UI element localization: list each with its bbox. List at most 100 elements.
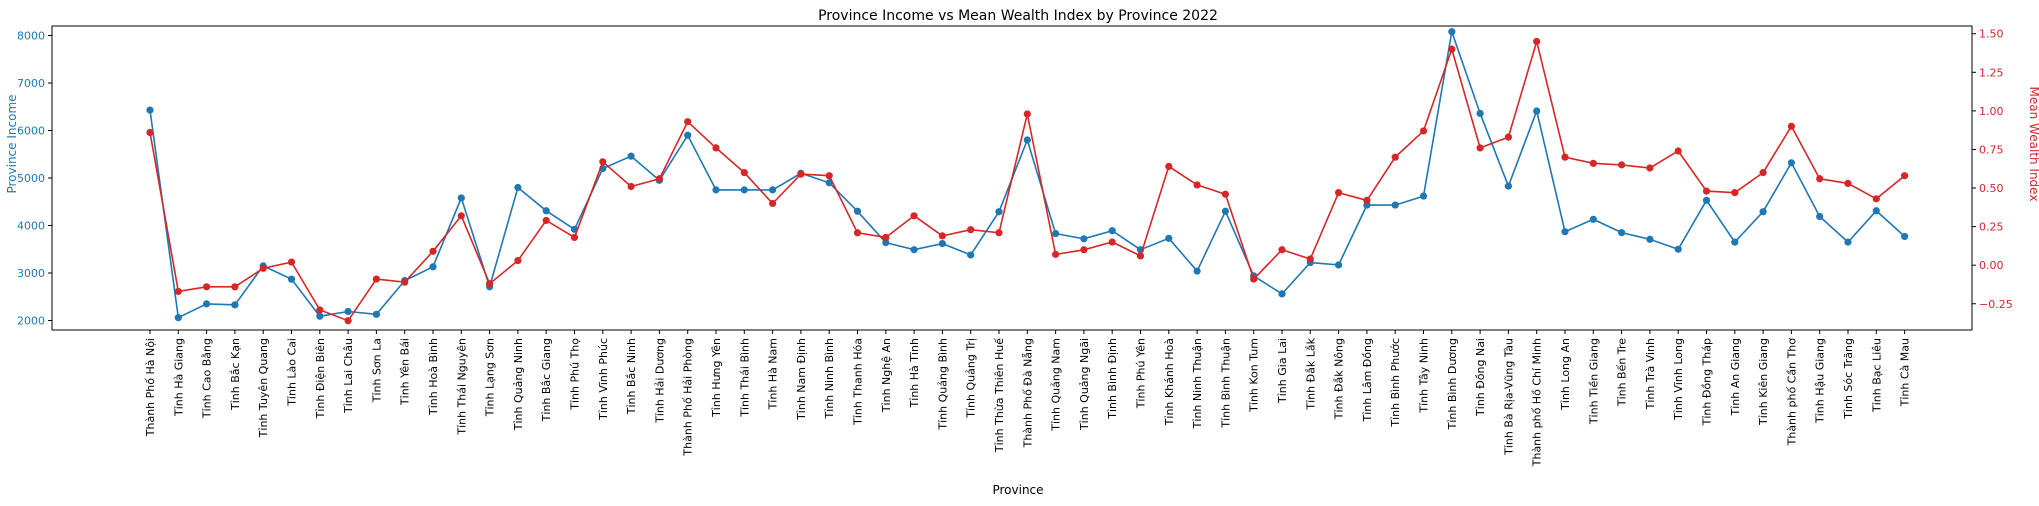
x-tick-label: Tỉnh Khánh Hoà <box>1163 338 1176 426</box>
x-tick-label: Tỉnh Hải Dương <box>653 338 666 424</box>
x-tick-label: Tỉnh Lào Cai <box>286 338 299 407</box>
province-income-point <box>1674 245 1682 253</box>
x-tick-label: Tỉnh Bình Phước <box>1389 338 1402 428</box>
province-income-point <box>1533 107 1541 115</box>
x-tick-label: Tỉnh Hoà Bình <box>427 338 440 416</box>
x-tick-label: Tỉnh Long An <box>1559 338 1572 411</box>
x-tick-label: Tỉnh Hà Nam <box>767 338 780 410</box>
mean-wealth-index-point <box>486 280 494 288</box>
x-tick-label: Tỉnh Bình Thuận <box>1219 338 1232 429</box>
province-income-point <box>1108 227 1116 235</box>
mean-wealth-index-point <box>1702 187 1711 195</box>
province-income-point <box>1476 109 1484 117</box>
province-income-point <box>684 131 692 139</box>
province-income-point <box>1448 28 1456 36</box>
chart-title: Province Income vs Mean Wealth Index by … <box>818 8 1218 24</box>
province-income-point <box>1561 228 1569 236</box>
province-income-point <box>1080 235 1088 243</box>
mean-wealth-index-point <box>401 278 409 286</box>
mean-wealth-index-point <box>1221 190 1229 198</box>
x-tick-label: Tỉnh Đồng Nai <box>1474 338 1487 417</box>
province-income-point <box>740 186 748 194</box>
province-income-point <box>1052 229 1060 238</box>
mean-wealth-index-point <box>1504 133 1512 141</box>
province-income-point <box>514 183 522 192</box>
province-income-point <box>910 246 918 254</box>
x-tick-label: Tỉnh Gia Lai <box>1276 338 1289 404</box>
province-income-point <box>1787 159 1795 167</box>
y-tick-label-right: 0.50 <box>1979 182 2004 195</box>
x-tick-label: Tỉnh Vĩnh Long <box>1672 338 1685 421</box>
axes: 2000 3000 4000 5000 6000 7000 8000 −0.25 0.00 0.2… <box>17 25 2013 467</box>
x-tick-label: Tỉnh Hà Giang <box>172 338 185 417</box>
province-income-point <box>1702 196 1711 204</box>
x-tick-label: Tỉnh Vĩnh Phúc <box>597 338 610 421</box>
y-tick-label-right: 0.75 <box>1979 143 2004 156</box>
x-tick-label: Tỉnh Quảng Ninh <box>512 338 525 431</box>
x-tick-label: Tỉnh Nam Định <box>795 338 808 421</box>
mean-wealth-index-point <box>1759 168 1767 177</box>
province-income-point <box>429 263 437 271</box>
x-tick-label: Tỉnh Lai Châu <box>342 338 355 414</box>
province-income-point <box>146 106 154 114</box>
y-tick-label-right: 1.00 <box>1979 105 2004 118</box>
x-tick-label: Tỉnh Đồng Tháp <box>1701 338 1714 426</box>
x-tick-label: Tỉnh Kon Tum <box>1248 338 1261 413</box>
province-income-point <box>995 208 1003 216</box>
x-tick-label: Tỉnh Sóc Trăng <box>1842 338 1855 420</box>
x-tick-label: Tỉnh Bắc Ninh <box>625 338 638 415</box>
mean-wealth-index-point <box>344 317 352 325</box>
x-tick-label: Tỉnh Bắc Giang <box>540 338 553 422</box>
mean-wealth-index-point <box>203 283 211 291</box>
x-tick-label: Tỉnh Lạng Sơn <box>484 338 497 417</box>
province-income-point <box>853 207 862 215</box>
x-tick-label: Thành Phố Hải Phòng <box>682 338 695 457</box>
x-tick-label: Tỉnh Tuyên Quang <box>257 338 270 438</box>
mean-wealth-index-point <box>372 275 380 283</box>
mean-wealth-index-point <box>1872 195 1880 203</box>
x-tick-label: Tỉnh Điện Biên <box>314 338 327 419</box>
x-tick-label: Tỉnh Kiên Giang <box>1757 338 1770 426</box>
x-tick-label: Tỉnh Cao Bằng <box>201 338 214 419</box>
mean-wealth-index-point <box>1816 175 1824 183</box>
mean-wealth-index-point <box>174 287 182 296</box>
y-axis-label-right: Mean Wealth Index <box>2027 87 2039 202</box>
province-income-point <box>344 307 352 316</box>
province-income-point <box>1816 212 1824 221</box>
x-tick-label: Tỉnh An Giang <box>1729 338 1742 416</box>
x-tick-label: Tỉnh Bắc Kạn <box>229 338 242 411</box>
mean-wealth-index-point <box>259 264 267 272</box>
province-income-point <box>1023 136 1031 144</box>
mean-wealth-index-point <box>146 128 154 137</box>
x-tick-label: Tỉnh Quảng Bình <box>936 338 949 431</box>
mean-wealth-index-point <box>882 233 890 242</box>
province-income-point <box>1901 232 1909 241</box>
mean-wealth-index-point <box>1448 45 1456 53</box>
mean-wealth-index-point <box>1731 189 1739 197</box>
mean-wealth-index-point <box>1165 162 1173 171</box>
mean-wealth-index-point <box>231 283 239 291</box>
x-tick-label: Tỉnh Hậu Giang <box>1814 338 1827 424</box>
mean-wealth-index-point <box>1844 179 1852 188</box>
mean-wealth-index-point <box>967 226 975 234</box>
x-tick-label: Tỉnh Lâm Đồng <box>1361 338 1374 423</box>
province-income-point <box>1165 234 1173 242</box>
province-income-point <box>627 152 635 160</box>
y-tick-label-right: −0.25 <box>1979 298 2013 311</box>
x-tick-label: Tỉnh Quảng Nam <box>1050 338 1063 432</box>
x-tick-label: Tỉnh Thái Bình <box>738 338 751 418</box>
x-tick-label: Thành Phố Hà Nội <box>144 338 157 437</box>
mean-wealth-index-point <box>995 229 1003 237</box>
y-tick-label-left: 4000 <box>17 220 45 233</box>
mean-wealth-index-point <box>1787 122 1795 130</box>
x-axis-label: Province <box>992 483 1043 497</box>
y-axis-label-left: Province Income <box>5 94 19 193</box>
province-income-point <box>231 301 239 309</box>
x-tick-label: Thành phố Hồ Chí Minh <box>1531 338 1544 467</box>
province-income-point <box>287 275 296 283</box>
mean-wealth-index-point <box>853 229 862 237</box>
province-income-point <box>1618 229 1626 237</box>
y-tick-label-left: 5000 <box>17 172 45 185</box>
